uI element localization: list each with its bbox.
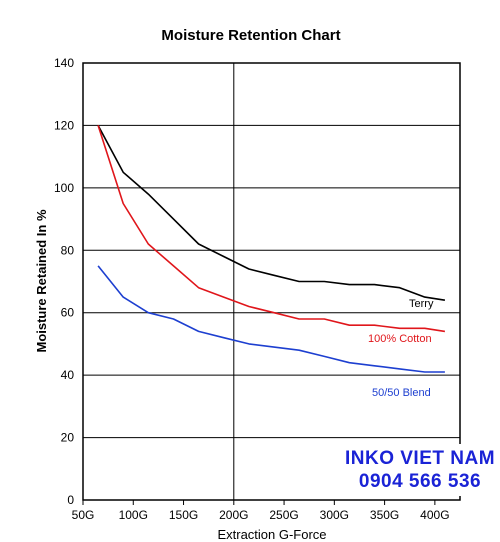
watermark-company: INKO VIET NAM [345,448,495,469]
y-tick-label: 80 [61,243,75,257]
series-label-blend: 50/50 Blend [372,387,431,399]
x-tick-label: 200G [219,508,248,522]
y-axis-label: Moisture Retained In % [34,209,49,352]
x-tick-label: 300G [320,508,349,522]
series-line-100-cotton [97,125,446,333]
x-axis-ticks: 50G 100G 150G 200G 250G 300G 350G 400G [72,500,450,522]
x-tick-label: 150G [169,508,198,522]
y-tick-label: 120 [54,118,74,132]
y-tick-label: 140 [54,56,74,70]
x-tick-label: 400G [420,508,449,522]
x-tick-label: 250G [269,508,298,522]
grid-lines [83,63,460,500]
x-axis-label: Extraction G-Force [217,527,326,542]
series-lines [97,125,446,373]
y-tick-label: 20 [61,431,75,445]
plot-frame [82,62,461,501]
watermark-backdrop [340,444,498,496]
series-line-terry [97,125,446,301]
chart-title: Moisture Retention Chart [161,27,340,44]
x-tick-label: 350G [370,508,399,522]
y-tick-label: 40 [61,368,75,382]
watermark-phone: 0904 566 536 [359,471,481,492]
series-label-cotton: 100% Cotton [368,333,432,345]
y-tick-label: 0 [67,493,74,507]
x-tick-label: 50G [72,508,95,522]
x-tick-label: 100G [119,508,148,522]
series-line-50-50-blend [97,265,445,373]
y-axis-ticks: 0 20 40 60 80 100 120 140 [54,56,74,507]
series-label-terry: Terry [409,298,434,310]
y-tick-label: 100 [54,181,74,195]
y-tick-label: 60 [61,306,75,320]
